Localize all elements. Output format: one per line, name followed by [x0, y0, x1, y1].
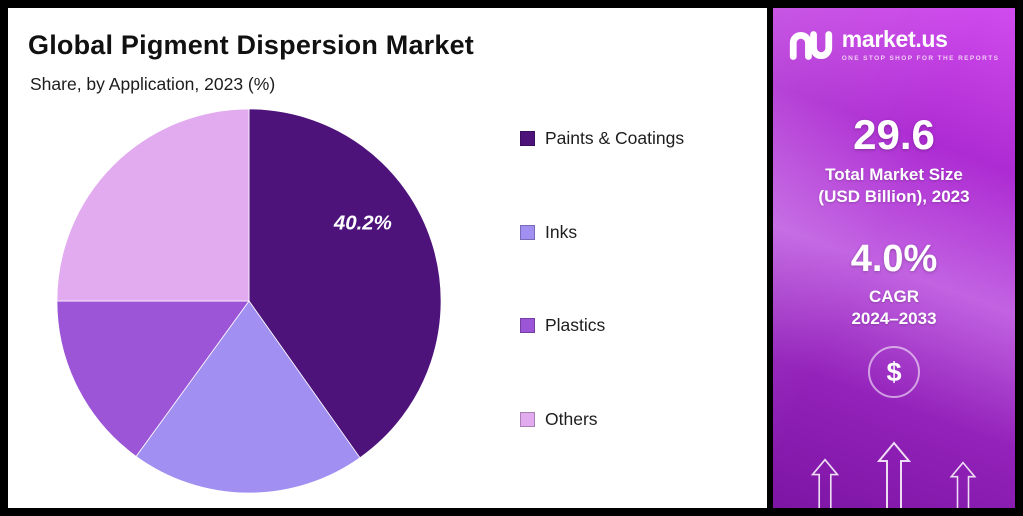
legend-label: Others	[545, 408, 598, 429]
chart-subtitle: Share, by Application, 2023 (%)	[30, 74, 276, 94]
chart-panel: Global Pigment Dispersion Market Share, …	[8, 8, 767, 508]
legend-swatch	[520, 224, 535, 240]
cagr-label-line2: 2024–2033	[851, 309, 937, 329]
legend-item: Plastics	[520, 315, 684, 336]
pie-slice-2	[135, 300, 361, 494]
arrow-up-icon	[877, 436, 911, 508]
market-size-label: Total Market Size (USD Billion), 2023	[818, 164, 969, 208]
legend-label: Inks	[545, 221, 578, 242]
pie-slice-1	[248, 108, 442, 459]
brand-tagline: ONE STOP SHOP FOR THE REPORTS	[841, 55, 1000, 62]
legend-swatch	[520, 318, 535, 334]
pie-chart-container: 40.2%	[54, 106, 444, 496]
legend-swatch	[520, 131, 535, 146]
arrow-up-icon	[946, 461, 980, 508]
growth-arrows	[773, 436, 1015, 508]
brand-name: market.us	[841, 26, 948, 52]
brand-panel: market.us ONE STOP SHOP FOR THE REPORTS …	[767, 8, 1015, 508]
pie-slice-label: 40.2%	[333, 212, 392, 235]
legend: Paints & Coatings Inks Plastics Others	[520, 128, 684, 430]
cagr-value: 4.0%	[850, 238, 938, 281]
dollar-icon: $	[868, 346, 920, 399]
market-size-label-line2: (USD Billion), 2023	[818, 187, 970, 207]
market-size-value: 29.6	[853, 111, 935, 158]
arrow-up-icon	[808, 458, 842, 508]
cagr-label-line1: CAGR	[868, 287, 920, 307]
brand-text: market.us ONE STOP SHOP FOR THE REPORTS	[841, 26, 1000, 63]
pie-slice-4	[56, 108, 250, 302]
legend-swatch	[520, 411, 535, 427]
marketus-logo-icon	[789, 30, 833, 61]
market-size-label-line1: Total Market Size	[825, 165, 963, 184]
cagr-label: CAGR 2024–2033	[851, 286, 936, 330]
pie-chart: 40.2%	[56, 108, 442, 494]
brand-logo: market.us ONE STOP SHOP FOR THE REPORTS	[789, 28, 1000, 62]
pie-slice-3	[56, 300, 250, 457]
page-title: Global Pigment Dispersion Market	[28, 30, 474, 60]
legend-item: Paints & Coatings	[520, 128, 684, 149]
legend-label: Plastics	[545, 315, 606, 336]
legend-item: Inks	[520, 222, 684, 243]
legend-item: Others	[520, 409, 684, 430]
legend-label: Paints & Coatings	[545, 128, 685, 148]
